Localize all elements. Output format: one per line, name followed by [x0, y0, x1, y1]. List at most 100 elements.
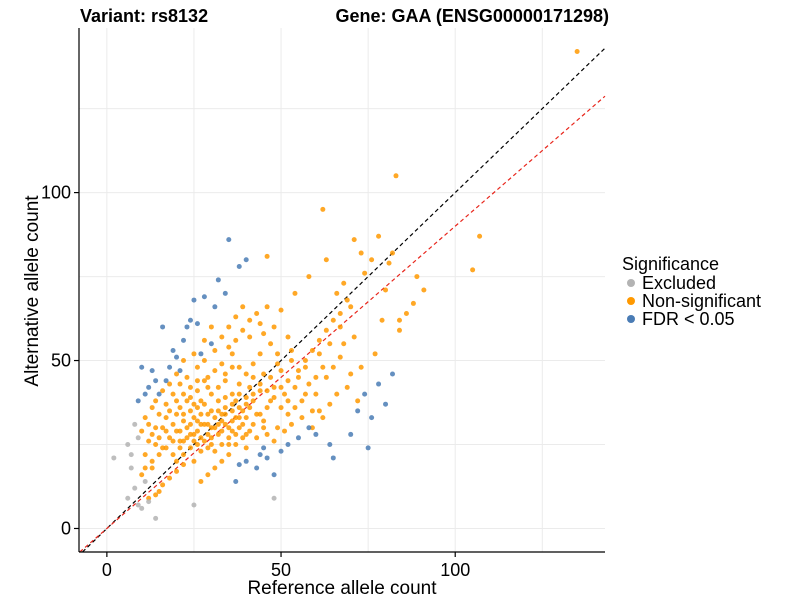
point-non-significant	[167, 408, 173, 414]
point-fdr	[177, 368, 183, 374]
point-non-significant	[142, 415, 148, 421]
point-non-significant	[268, 398, 274, 404]
point-non-significant	[201, 438, 207, 444]
point-non-significant	[257, 411, 263, 417]
point-fdr	[295, 435, 301, 441]
point-non-significant	[247, 334, 253, 340]
point-non-significant	[264, 304, 270, 310]
point-non-significant	[316, 408, 322, 414]
point-non-significant	[146, 438, 152, 444]
point-fdr	[327, 442, 333, 448]
point-fdr	[236, 462, 242, 468]
y-tick-label: 50	[51, 351, 71, 371]
point-non-significant	[156, 452, 162, 458]
point-non-significant	[243, 394, 249, 400]
point-non-significant	[320, 415, 326, 421]
point-non-significant	[233, 442, 239, 448]
point-fdr	[365, 445, 371, 451]
point-non-significant	[282, 428, 288, 434]
point-fdr	[146, 384, 152, 390]
point-non-significant	[264, 405, 270, 411]
point-non-significant	[198, 421, 204, 427]
point-fdr	[215, 277, 221, 283]
point-non-significant	[153, 425, 159, 431]
point-non-significant	[306, 381, 312, 387]
point-fdr	[167, 364, 173, 370]
point-fdr	[233, 478, 239, 484]
point-non-significant	[323, 374, 329, 380]
point-non-significant	[163, 445, 169, 451]
point-non-significant	[219, 334, 225, 340]
point-excluded	[125, 495, 131, 501]
point-non-significant	[174, 411, 180, 417]
point-non-significant	[212, 448, 218, 454]
point-non-significant	[292, 405, 298, 411]
point-non-significant	[149, 458, 155, 464]
point-non-significant	[187, 421, 193, 427]
point-fdr	[369, 415, 375, 421]
point-non-significant	[160, 445, 166, 451]
point-non-significant	[240, 327, 246, 333]
point-non-significant	[219, 458, 225, 464]
point-non-significant	[240, 421, 246, 427]
point-non-significant	[233, 415, 239, 421]
point-non-significant	[208, 435, 214, 441]
point-non-significant	[295, 368, 301, 374]
point-non-significant	[170, 438, 176, 444]
point-non-significant	[229, 408, 235, 414]
point-non-significant	[177, 438, 183, 444]
point-non-significant	[226, 435, 232, 441]
point-excluded	[128, 465, 134, 471]
point-fdr	[194, 321, 200, 327]
point-non-significant	[229, 351, 235, 357]
point-non-significant	[233, 337, 239, 343]
chart-title-left: Variant: rs8132	[80, 6, 208, 26]
point-non-significant	[163, 415, 169, 421]
point-non-significant	[337, 324, 343, 330]
point-non-significant	[198, 435, 204, 441]
point-non-significant	[316, 351, 322, 357]
point-non-significant	[376, 233, 382, 239]
point-excluded	[271, 495, 277, 501]
fitted-reference-line	[79, 95, 606, 553]
point-non-significant	[194, 378, 200, 384]
point-non-significant	[139, 428, 145, 434]
point-non-significant	[205, 374, 211, 380]
point-non-significant	[187, 384, 193, 390]
point-non-significant	[222, 394, 228, 400]
point-non-significant	[149, 465, 155, 471]
point-fdr	[187, 317, 193, 323]
point-excluded	[146, 499, 152, 505]
point-non-significant	[174, 468, 180, 474]
point-non-significant	[379, 317, 385, 323]
point-non-significant	[174, 371, 180, 377]
point-non-significant	[212, 368, 218, 374]
point-excluded	[128, 452, 134, 458]
point-non-significant	[187, 445, 193, 451]
point-excluded	[142, 478, 148, 484]
point-non-significant	[275, 351, 281, 357]
point-non-significant	[233, 314, 239, 320]
point-non-significant	[170, 391, 176, 397]
point-fdr	[257, 452, 263, 458]
point-non-significant	[288, 421, 294, 427]
point-non-significant	[348, 304, 354, 310]
point-excluded	[139, 505, 145, 511]
point-non-significant	[167, 381, 173, 387]
point-non-significant	[153, 398, 159, 404]
point-non-significant	[247, 317, 253, 323]
point-non-significant	[403, 311, 409, 317]
point-non-significant	[243, 415, 249, 421]
point-non-significant	[184, 425, 190, 431]
point-non-significant	[212, 425, 218, 431]
point-fdr	[170, 347, 176, 353]
point-non-significant	[268, 374, 274, 380]
axis-ticks: 0 50 100 0 50 100	[41, 183, 470, 580]
point-non-significant	[177, 445, 183, 451]
point-fdr	[348, 431, 354, 437]
point-non-significant	[344, 384, 350, 390]
point-non-significant	[295, 374, 301, 380]
point-fdr	[191, 297, 197, 303]
point-fdr	[264, 455, 270, 461]
point-non-significant	[362, 270, 368, 276]
